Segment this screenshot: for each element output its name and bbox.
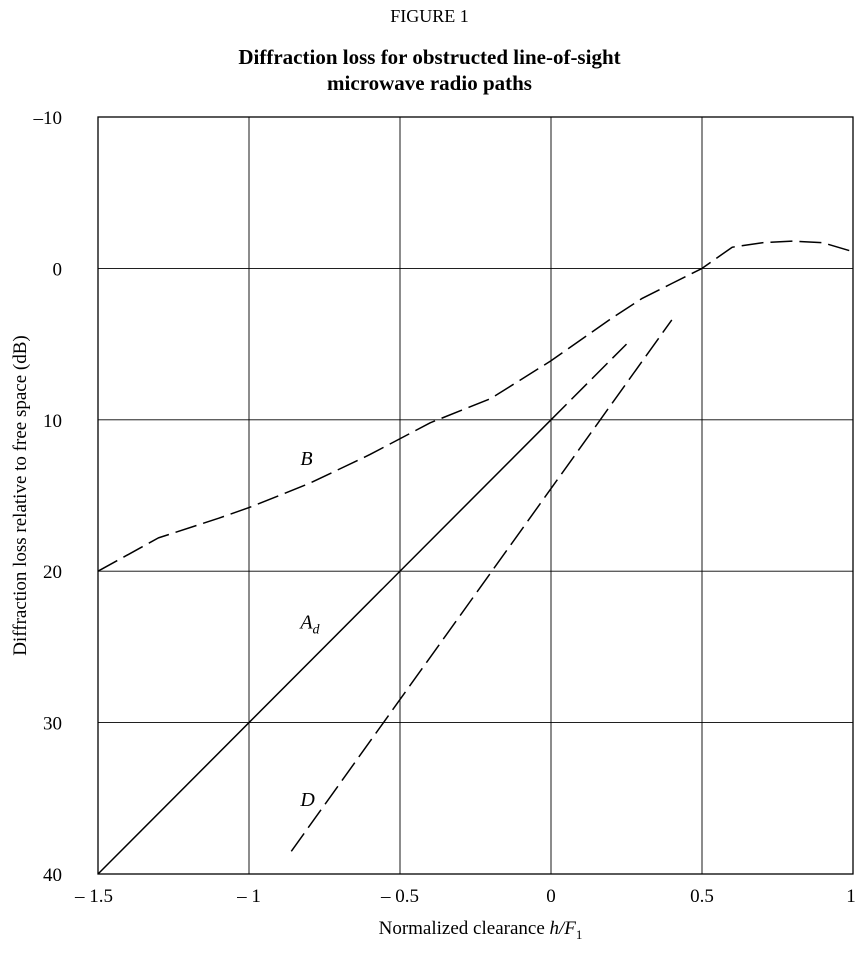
chart-title: Diffraction loss for obstructed line-of-… [0,44,859,96]
chart-title-line-1: Diffraction loss for obstructed line-of-… [238,45,621,69]
y-tick-label: –10 [33,108,63,129]
x-tick-label: 0 [546,886,556,907]
y-tick-label: 20 [43,562,62,583]
x-axis-label-variable: h/F [550,918,577,939]
series-label-main: A [298,612,313,634]
x-axis-label-subscript: 1 [576,927,583,942]
x-tick-label: 1 [846,886,856,907]
x-tick-label: – 0.5 [380,886,419,907]
y-tick-label: 40 [43,865,62,886]
y-axis-label: Diffraction loss relative to free space … [10,335,31,655]
y-tick-label: 10 [43,411,62,432]
series-line-d [290,319,673,852]
x-axis-label: Normalized clearance h/F1 [379,918,583,942]
plot-frame [97,116,854,875]
y-tick-label: 30 [43,714,62,735]
series-group [97,240,854,875]
x-tick-label: 0.5 [690,886,714,907]
series-annotations: B Ad D [298,448,320,811]
series-label-main: D [299,789,315,811]
figure-label: FIGURE 1 [390,6,469,26]
series-label-a-d: Ad [298,612,320,638]
x-axis-label-main: Normalized clearance [379,918,550,939]
x-tick-labels: – 1.5 – 1 – 0.5 0 0.5 1 [74,886,856,907]
chart-title-line-2: microwave radio paths [327,71,532,95]
grid [98,117,853,874]
series-label-main: B [300,448,312,470]
y-tick-label: 0 [53,259,63,280]
x-tick-label: – 1.5 [74,886,113,907]
series-line-b [97,240,854,572]
series-line-a-d [97,419,552,875]
series-label-b: B [300,448,312,470]
series-label-subscript: d [313,623,321,638]
y-tick-labels: –10 0 10 20 30 40 [33,108,63,886]
series-label-d: D [299,789,315,811]
series-line-a-d-extension [550,343,628,421]
x-tick-label: – 1 [236,886,261,907]
